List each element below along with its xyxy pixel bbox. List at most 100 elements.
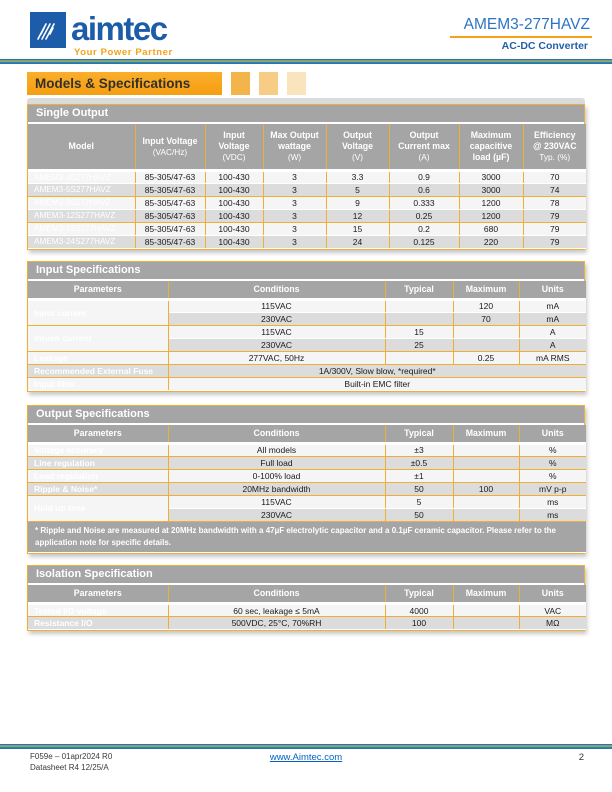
single_output-column-header: Output Current max (A) bbox=[389, 124, 460, 172]
table-row: Hold up time 115VAC 5 ms bbox=[28, 495, 586, 522]
single_output-cell: 1200 bbox=[459, 196, 524, 210]
isolation_specs-param-cell: Tested I/O voltage bbox=[28, 603, 169, 618]
output-specifications-section: Output Specifications Parameters Condition… bbox=[27, 404, 586, 555]
table-row: Leakage 277VAC, 50Hz 0.25 mA RMS bbox=[28, 351, 586, 365]
isolation_specs-cell: VAC bbox=[519, 603, 586, 618]
part-number: AMEM3-277HAVZ bbox=[449, 16, 592, 38]
output_specs-cell: ±1 bbox=[385, 469, 454, 483]
column-header-line: load (µF) bbox=[472, 151, 510, 162]
aimtec-website-link[interactable]: www.Aimtec.com bbox=[269, 752, 343, 763]
banner-fade-block bbox=[259, 72, 278, 95]
input_specs-cell: 230VAC bbox=[168, 338, 386, 352]
single_output-column-header: Input Voltage (VAC/Hz) bbox=[135, 124, 206, 172]
output_specs-param-cell: Ripple & Noise* bbox=[28, 482, 169, 496]
column-header-line: Typical bbox=[404, 588, 434, 599]
output_specs-footnote: * Ripple and Noise are measured at 20MHz… bbox=[28, 521, 586, 554]
single_output-column-header: Max Output wattage (W) bbox=[263, 124, 327, 172]
single_output-cell: 3 bbox=[263, 222, 327, 236]
product-type: AC-DC Converter bbox=[501, 40, 588, 52]
output_specs-cell: 100 bbox=[453, 482, 520, 496]
table-row: Inrush current 115VAC 15 A bbox=[28, 325, 586, 352]
single_output-cell: 100-430 bbox=[205, 209, 264, 223]
output_specs-column-header: Parameters bbox=[28, 424, 169, 445]
output_specs-cell: All models bbox=[168, 443, 386, 457]
input_specs-cell bbox=[385, 312, 454, 326]
column-header-line: Model bbox=[68, 140, 94, 151]
column-header-line: Parameters bbox=[73, 588, 122, 599]
single_output-cell: 3 bbox=[263, 183, 327, 197]
isolation_specs-cell: 4000 bbox=[385, 603, 454, 618]
input_specs-table: Parameters Conditions Typical Maximum Units I… bbox=[28, 280, 586, 391]
column-header-line: Maximum bbox=[465, 283, 507, 294]
single_output-section-title: Single Output bbox=[28, 105, 584, 124]
output_specs-cell: 0-100% load bbox=[168, 469, 386, 483]
table-row: 230VAC 70 mA bbox=[28, 312, 586, 326]
single_output-cell: 70 bbox=[523, 170, 586, 184]
output_specs-column-header: Typical bbox=[385, 424, 454, 445]
single_output-cell: 15 bbox=[326, 222, 390, 236]
isolation_specs-cell: 60 sec, leakage ≤ 5mA bbox=[168, 603, 386, 618]
input_specs-cell: 25 bbox=[385, 338, 454, 352]
banner-fade-block bbox=[287, 72, 306, 95]
input_specs-cell: 120 bbox=[453, 299, 520, 313]
output_specs-cell: % bbox=[519, 469, 586, 483]
table-footnote-row: * Ripple and Noise are measured at 20MHz… bbox=[28, 521, 586, 554]
single_output-column-header: Maximum capacitive load (µF) bbox=[459, 124, 524, 172]
isolation_specs-column-header: Conditions bbox=[168, 585, 386, 606]
column-header-line: Parameters bbox=[73, 283, 122, 294]
column-header-line: (A) bbox=[418, 152, 430, 163]
column-header-line: Typ. (%) bbox=[539, 152, 571, 163]
input_specs-cell: mA bbox=[519, 312, 586, 326]
column-header-row: Parameters Conditions Typical Maximum Units bbox=[28, 585, 586, 606]
output_specs-param-cell: Load regulation bbox=[28, 469, 169, 483]
single_output-cell: 1200 bbox=[459, 209, 524, 223]
single_output-cell: 3 bbox=[263, 170, 327, 184]
single_output-cell: 85-305/47-63 bbox=[135, 196, 206, 210]
brand-logo: aimtec Your Power Partner bbox=[30, 12, 173, 58]
isolation_specs-cell: MΩ bbox=[519, 616, 586, 631]
table-row: 230VAC 50 ms bbox=[28, 508, 586, 522]
output_specs-cell bbox=[453, 443, 520, 457]
column-header-line: Voltage bbox=[341, 141, 374, 152]
logo-mark-icon bbox=[30, 12, 66, 48]
output_specs-cell bbox=[453, 495, 520, 509]
single_output-column-header: Output Voltage (V) bbox=[326, 124, 390, 172]
single_output-cell: 3000 bbox=[459, 170, 524, 184]
single_output-cell: 3 bbox=[263, 196, 327, 210]
output_specs-cell: % bbox=[519, 443, 586, 457]
input_specs-cell: 115VAC bbox=[168, 325, 386, 339]
output_specs-param-cell: Voltage accuracy bbox=[28, 443, 169, 457]
input_specs-cell: 277VAC, 50Hz bbox=[168, 351, 386, 365]
output_specs-cell: 20MHz bandwidth bbox=[168, 482, 386, 496]
output_specs-cell bbox=[453, 508, 520, 522]
output_specs-cell: ms bbox=[519, 508, 586, 522]
single_output-cell: 100-430 bbox=[205, 235, 264, 249]
single_output-cell: 0.9 bbox=[389, 170, 460, 184]
table-row: Input current 115VAC 120 mA bbox=[28, 299, 586, 326]
single_output-param-cell: AMEM3-24S277HAVZ bbox=[28, 235, 136, 249]
table-top-strip bbox=[27, 98, 585, 104]
single_output-param-cell: AMEM3-12S277HAVZ bbox=[28, 209, 136, 223]
single_output-cell: 85-305/47-63 bbox=[135, 235, 206, 249]
footer-link-wrap: www.Aimtec.com bbox=[0, 752, 612, 763]
input_specs-cell: 70 bbox=[453, 312, 520, 326]
column-header-line: Input Voltage bbox=[142, 135, 198, 146]
input_specs-cell: 1A/300V, Slow blow, *required* bbox=[168, 364, 586, 378]
section-banner-row: Models & Specifications bbox=[27, 72, 612, 95]
single_output-cell: 0.125 bbox=[389, 235, 460, 249]
footer-doc-ref-line2: Datasheet R4 12/25/A bbox=[30, 762, 109, 772]
column-header-line: (VAC/Hz) bbox=[152, 146, 188, 157]
isolation_specs-column-header: Typical bbox=[385, 585, 454, 606]
output_specs-cell: % bbox=[519, 456, 586, 470]
column-header-line: Units bbox=[541, 427, 564, 438]
input_specs-column-header: Conditions bbox=[168, 280, 386, 301]
table-row: AMEM3-24S277HAVZ 85-305/47-63 100-430 3 24 0.… bbox=[28, 235, 586, 249]
table-row: Voltage accuracy All models ±3% bbox=[28, 443, 586, 457]
single_output-column-header: Model bbox=[28, 124, 136, 172]
single_output-cell: 3 bbox=[263, 209, 327, 223]
column-header-line: Units bbox=[541, 588, 564, 599]
single_output-cell: 85-305/47-63 bbox=[135, 170, 206, 184]
isolation-specification-section: Isolation Specification Parameters Conditi… bbox=[27, 565, 586, 632]
brand-tagline: Your Power Partner bbox=[74, 47, 173, 58]
input_specs-cell: 15 bbox=[385, 325, 454, 339]
